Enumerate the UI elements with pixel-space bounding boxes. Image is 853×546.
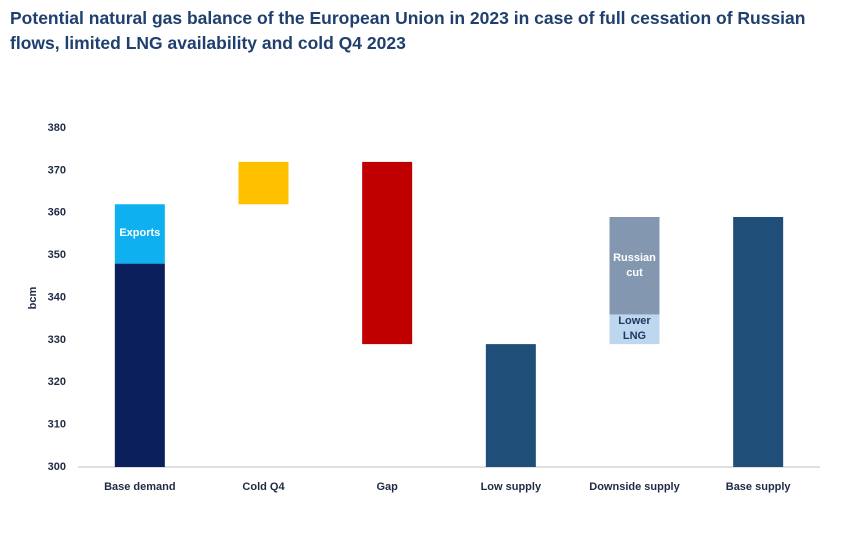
x-tick-label: Downside supply [589,481,680,493]
bar-segment [609,314,660,345]
x-tick-label: Cold Q4 [242,481,285,493]
segment-label: Lower LNG [618,315,651,343]
bar-segment [362,161,413,345]
x-tick-label: Gap [376,481,398,493]
bar-segment [114,204,165,264]
y-axis-label: bcm [27,286,39,309]
y-tick-label: 370 [48,164,66,176]
y-tick-label: 310 [48,419,66,431]
bar-segment [609,216,660,315]
chart-title: Potential natural gas balance of the Eur… [10,8,806,53]
segment-label-box: Russian cut [613,251,656,279]
y-tick-label: 330 [48,334,66,346]
y-tick-label: 320 [48,376,66,388]
y-tick-label: 350 [48,249,66,261]
bar-segment [485,344,536,467]
y-tick-label: 380 [48,122,66,134]
segment-label-box: Exports [119,227,161,240]
bar-segment [114,263,165,467]
x-tick-label: Low supply [481,481,542,493]
y-tick-label: 340 [48,291,66,303]
x-tick-label: Base supply [726,481,792,493]
segment-label: Exports [119,227,161,240]
bar-segment [238,161,289,205]
x-tick-label: Base demand [104,481,176,493]
y-tick-label: 300 [48,461,66,473]
segment-label: Russian cut [613,251,656,279]
y-tick-label: 360 [48,207,66,219]
segment-label-box: Lower LNG [618,315,651,343]
bar-segment [733,216,784,467]
